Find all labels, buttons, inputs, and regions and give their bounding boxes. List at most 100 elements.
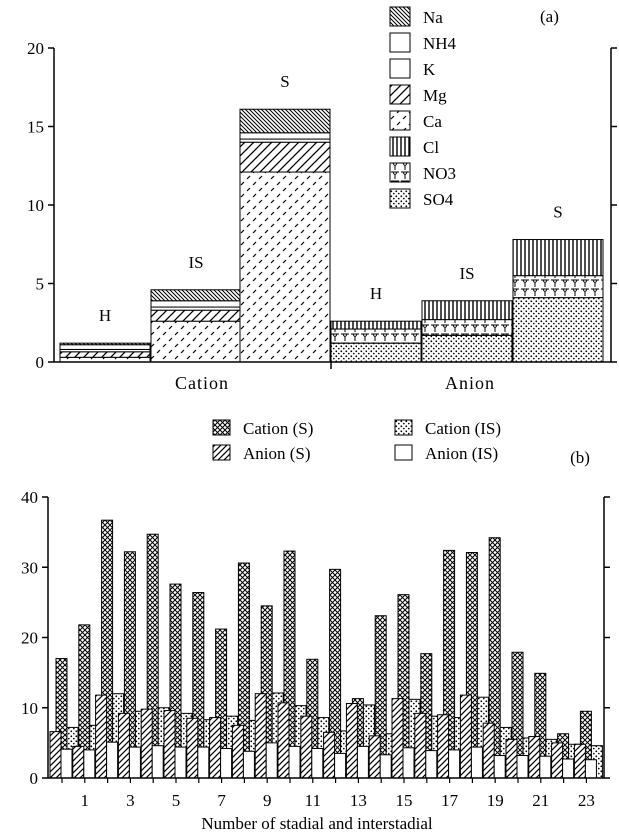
bar-anion-is xyxy=(356,745,369,779)
legend-label: NH4 xyxy=(423,34,457,53)
bar-segment-so4 xyxy=(512,297,604,363)
bar-segment-mg xyxy=(59,351,151,358)
bar-anion-s xyxy=(551,742,564,779)
bar-anion-is xyxy=(60,748,73,779)
legend-label: NO3 xyxy=(423,164,456,183)
bar-anion-is xyxy=(584,759,597,779)
bar-segment-nh4 xyxy=(150,300,242,308)
bar-segment-ca xyxy=(150,320,242,363)
bar-anion-s xyxy=(323,731,336,779)
legend-label: Mg xyxy=(423,86,447,105)
bar-category-label: S xyxy=(553,203,562,222)
bar-segment-so4 xyxy=(421,334,513,363)
bar-anion-s xyxy=(459,694,472,779)
bar-segment-cl xyxy=(421,300,513,321)
bar-anion-s xyxy=(186,717,199,779)
bar-anion-s xyxy=(117,712,130,779)
y-tick-label: 10 xyxy=(27,196,44,215)
bar-anion-s xyxy=(368,735,381,779)
legend-swatch xyxy=(389,188,411,209)
bar-anion-is xyxy=(448,749,461,779)
y-tick-label: 0 xyxy=(30,769,39,788)
bar-segment-nh4 xyxy=(59,344,151,350)
bar-anion-is xyxy=(128,746,141,779)
bar-anion-is xyxy=(516,755,529,779)
bar-anion-is xyxy=(242,750,255,779)
bar-segment-no3 xyxy=(421,319,513,336)
bar-segment-cl xyxy=(512,239,604,277)
bar-anion-is xyxy=(539,755,552,779)
y-tick-label: 15 xyxy=(27,118,44,137)
bar-anion-s xyxy=(254,693,267,779)
chart-a: H IS S H IS S 0 5 10 15 20 Cation Anion (a) Na NH4 K Mg Ca… xyxy=(27,6,617,393)
x-axis-label: Number of stadial and interstadial xyxy=(201,814,433,833)
bar-segment-ca xyxy=(239,171,331,363)
bar-anion-s xyxy=(437,714,450,779)
group-label-cation: Cation xyxy=(175,373,229,393)
bar-anion-is xyxy=(402,747,415,779)
bar-anion-is xyxy=(379,754,392,779)
bar-segment-na xyxy=(59,342,151,346)
legend-label: Anion (S) xyxy=(243,444,311,463)
y-tick-label: 20 xyxy=(21,629,38,648)
y-tick-label: 30 xyxy=(21,558,38,577)
bar-segment-mg xyxy=(150,309,242,322)
bar-segment-so4 xyxy=(330,342,422,363)
bar-segment-na xyxy=(150,289,242,302)
y-tick-label: 0 xyxy=(36,353,45,372)
bar-anion-s xyxy=(49,731,62,779)
bar-segment-mg xyxy=(239,141,331,173)
bar-category-label: H xyxy=(99,306,111,325)
x-tick-label: 17 xyxy=(441,791,459,810)
legend-swatch xyxy=(389,110,411,131)
legend-swatch xyxy=(389,32,411,53)
bar-segment-cl xyxy=(330,320,422,330)
y-tick-label: 5 xyxy=(36,275,45,294)
bar-category-label: H xyxy=(370,284,382,303)
x-tick-label: 21 xyxy=(532,791,549,810)
x-tick-label: 1 xyxy=(81,791,90,810)
legend-label: Na xyxy=(423,8,443,27)
y-tick-label: 40 xyxy=(21,488,38,507)
y-tick-label: 20 xyxy=(27,39,44,58)
bar-anion-is xyxy=(493,755,506,779)
bar-anion-s xyxy=(345,703,358,779)
x-tick-label: 19 xyxy=(487,791,504,810)
x-tick-label: 3 xyxy=(126,791,135,810)
legend-label: Cation (S) xyxy=(243,419,313,438)
bar-anion-is xyxy=(151,745,164,779)
bar-category-label: IS xyxy=(188,253,203,272)
bar-anion-s xyxy=(414,712,427,779)
bar-anion-is xyxy=(83,749,96,779)
y-tick-label: 10 xyxy=(21,699,38,718)
legend-label: Cl xyxy=(423,138,439,157)
bar-anion-is xyxy=(288,745,301,779)
bar-anion-is xyxy=(425,750,438,779)
bar-anion-s xyxy=(163,710,176,779)
bar-anion-s xyxy=(140,708,153,779)
legend-swatch xyxy=(212,419,231,436)
legend-label: K xyxy=(423,60,436,79)
bar-anion-is xyxy=(265,742,278,779)
legend-swatch xyxy=(389,6,411,27)
bar-anion-is xyxy=(197,746,210,779)
legend-swatch xyxy=(212,444,231,461)
x-tick-label: 11 xyxy=(305,791,321,810)
bar-anion-is xyxy=(174,746,187,779)
x-tick-label: 23 xyxy=(578,791,595,810)
x-tick-label: 7 xyxy=(217,791,226,810)
x-tick-label: 9 xyxy=(263,791,272,810)
legend-swatch xyxy=(389,162,411,183)
bar-anion-s xyxy=(95,694,108,779)
bar-anion-is xyxy=(311,747,324,779)
bar-category-label: S xyxy=(280,72,289,91)
bar-anion-s xyxy=(573,743,586,779)
legend-swatch xyxy=(389,84,411,105)
bar-anion-s xyxy=(505,738,518,779)
group-label-anion: Anion xyxy=(445,373,495,393)
bar-anion-is xyxy=(106,741,119,779)
bar-anion-s xyxy=(300,715,313,779)
panel-label: (b) xyxy=(570,448,590,467)
bar-anion-s xyxy=(482,722,495,779)
